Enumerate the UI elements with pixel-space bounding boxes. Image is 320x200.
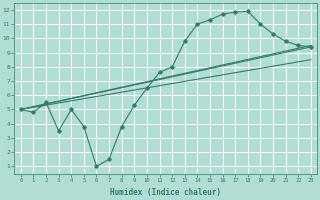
X-axis label: Humidex (Indice chaleur): Humidex (Indice chaleur) bbox=[110, 188, 221, 197]
